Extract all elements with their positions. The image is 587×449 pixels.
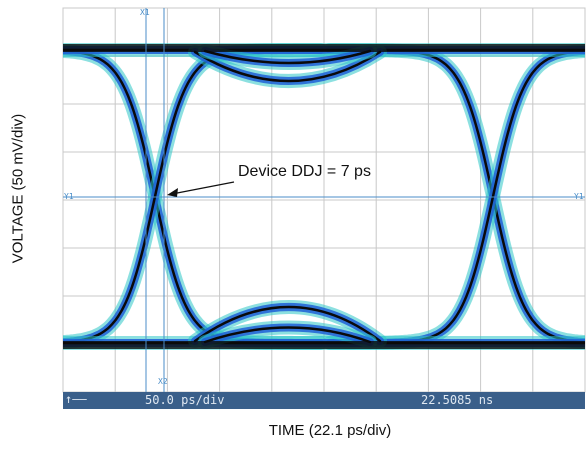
trace-core <box>203 326 372 344</box>
low-rail <box>63 341 585 349</box>
annotation-arrow-head <box>167 188 178 197</box>
x-axis-label: TIME (22.1 ps/div) <box>268 422 392 439</box>
marker-y1-left: Y1 <box>64 192 74 201</box>
marker-x2: X2 <box>158 377 168 386</box>
annotation-arrow-line <box>171 181 235 195</box>
status-bar: ↑—— 50.0 ps/div 22.5085 ns <box>63 392 585 409</box>
trace-core <box>193 50 382 83</box>
status-arrow-icon: ↑—— <box>65 392 87 406</box>
y-axis-label: VOLTAGE (50 mV/div) <box>9 113 27 264</box>
eye-traces <box>63 43 585 350</box>
annotation-text: Device DDJ = 7 ps <box>238 163 371 180</box>
status-time-position: 22.5085 ns <box>421 393 494 407</box>
marker-x1: X1 <box>140 8 150 17</box>
status-time-scale: 50.0 ps/div <box>145 393 225 407</box>
cursors <box>63 8 585 392</box>
trace-core <box>203 49 372 65</box>
annotation-arrow <box>167 181 235 197</box>
marker-y1-right: Y1 <box>574 192 584 201</box>
trace-core <box>193 305 382 343</box>
high-rail <box>63 44 585 52</box>
